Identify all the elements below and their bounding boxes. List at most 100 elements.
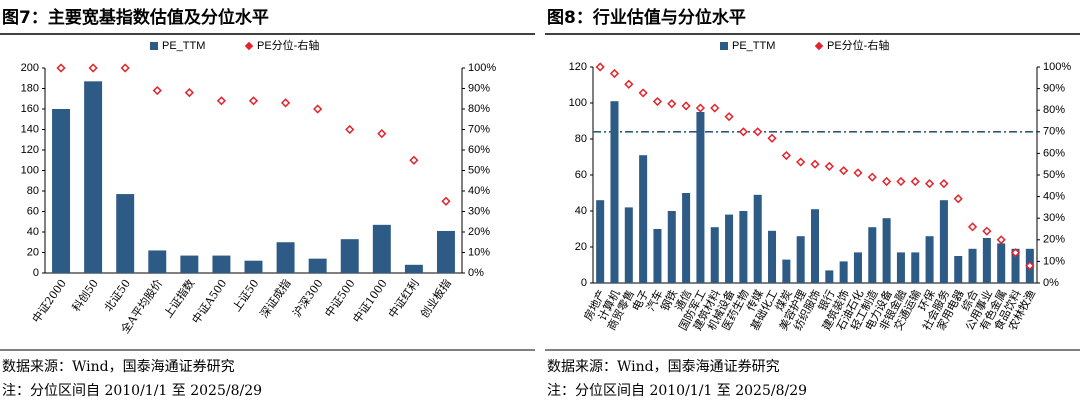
point bbox=[280, 98, 291, 108]
legend-label: PE_TTM bbox=[732, 40, 775, 52]
point bbox=[796, 157, 806, 167]
bar bbox=[882, 218, 891, 283]
y-tick-label: 180 bbox=[21, 82, 39, 94]
point bbox=[595, 62, 605, 72]
bar bbox=[710, 227, 719, 283]
bar bbox=[954, 256, 963, 283]
bar bbox=[84, 81, 103, 273]
y-tick-label: 40 bbox=[27, 226, 39, 238]
point bbox=[767, 133, 777, 143]
point bbox=[882, 176, 892, 187]
x-tick-label: 中证500 bbox=[322, 277, 357, 320]
bar bbox=[796, 236, 805, 283]
bar bbox=[810, 209, 820, 283]
point bbox=[184, 88, 194, 98]
legend-label: PE分位-右轴 bbox=[257, 38, 319, 52]
point bbox=[248, 96, 259, 106]
y-tick-label: 100 bbox=[569, 97, 587, 109]
chart-title: 图7：主要宽基指数估值及分位水平 bbox=[2, 7, 269, 28]
bar bbox=[52, 109, 71, 273]
bar bbox=[372, 224, 391, 273]
y-tick-label: 20 bbox=[27, 246, 39, 258]
note: 注：分位区间自 2010/1/1 至 2025/8/29 bbox=[2, 383, 262, 399]
legend-swatch bbox=[720, 42, 728, 50]
bar bbox=[782, 259, 791, 283]
y-tick-label: 80 bbox=[27, 185, 39, 197]
bar bbox=[624, 207, 633, 283]
point bbox=[867, 172, 877, 182]
x-tick-label: 科创50 bbox=[69, 276, 101, 314]
point bbox=[409, 155, 419, 165]
point bbox=[967, 222, 978, 232]
y2-tick-label: 100% bbox=[468, 62, 496, 74]
point bbox=[609, 68, 620, 79]
bar bbox=[667, 211, 676, 283]
y-tick-label: 40 bbox=[575, 205, 587, 217]
bar bbox=[682, 193, 691, 283]
y-tick-label: 140 bbox=[21, 123, 39, 135]
y2-tick-label: 50% bbox=[468, 164, 490, 176]
point bbox=[88, 63, 98, 73]
x-tick-label: 中证红利 bbox=[386, 277, 422, 320]
legend-swatch bbox=[244, 41, 254, 51]
point bbox=[652, 96, 663, 107]
y-tick-label: 0 bbox=[33, 267, 39, 279]
chart-title: 图8：行业估值与分位水平 bbox=[547, 7, 746, 28]
bar bbox=[696, 112, 705, 283]
y2-tick-label: 90% bbox=[1043, 83, 1065, 95]
bar bbox=[982, 238, 991, 283]
point bbox=[1025, 261, 1035, 271]
x-tick-label: 北证50 bbox=[102, 277, 133, 314]
x-tick-label: 创业板指 bbox=[417, 276, 454, 320]
note: 注：分位区间自 2010/1/1 至 2025/8/29 bbox=[547, 383, 807, 399]
x-tick-label: 上证50 bbox=[230, 277, 261, 314]
bar bbox=[596, 200, 605, 283]
y2-tick-label: 40% bbox=[1043, 191, 1065, 203]
bar bbox=[653, 229, 662, 283]
y-tick-label: 0 bbox=[581, 277, 587, 289]
bar bbox=[116, 194, 135, 273]
y2-tick-label: 50% bbox=[1043, 169, 1065, 181]
point bbox=[695, 103, 706, 113]
point bbox=[738, 127, 748, 137]
y-tick-label: 60 bbox=[27, 205, 39, 217]
point bbox=[753, 127, 763, 137]
y2-tick-label: 80% bbox=[1043, 104, 1065, 116]
point bbox=[724, 112, 734, 122]
y2-tick-label: 90% bbox=[468, 82, 490, 94]
bar bbox=[768, 230, 777, 283]
bar bbox=[639, 155, 648, 283]
y-tick-label: 160 bbox=[21, 103, 39, 115]
bar bbox=[825, 270, 834, 283]
y2-tick-label: 40% bbox=[468, 185, 490, 197]
bar bbox=[148, 250, 167, 273]
point bbox=[710, 103, 720, 113]
bar bbox=[997, 243, 1006, 283]
x-tick-label: 深证成指 bbox=[257, 276, 294, 320]
point bbox=[896, 176, 906, 187]
bar bbox=[212, 255, 231, 273]
y-tick-label: 80 bbox=[575, 133, 587, 145]
bar bbox=[896, 252, 905, 283]
point bbox=[996, 235, 1006, 245]
bar bbox=[1011, 248, 1020, 283]
point bbox=[56, 63, 66, 73]
y2-tick-label: 70% bbox=[1043, 126, 1065, 138]
point bbox=[152, 85, 162, 96]
point bbox=[638, 88, 648, 98]
y-tick-label: 20 bbox=[575, 241, 587, 253]
y2-tick-label: 100% bbox=[1043, 61, 1071, 73]
y-tick-label: 200 bbox=[21, 62, 39, 74]
point bbox=[377, 129, 387, 139]
y2-tick-label: 70% bbox=[468, 123, 490, 135]
y2-tick-label: 10% bbox=[1043, 255, 1065, 267]
bar bbox=[244, 260, 263, 273]
point bbox=[1010, 248, 1021, 258]
point bbox=[120, 63, 130, 73]
y2-tick-label: 60% bbox=[468, 144, 490, 156]
source: 数据来源：Wind，国泰海通证券研究 bbox=[547, 359, 780, 375]
bar bbox=[753, 194, 762, 283]
bar bbox=[968, 248, 977, 283]
point bbox=[216, 96, 227, 106]
point bbox=[824, 161, 834, 171]
